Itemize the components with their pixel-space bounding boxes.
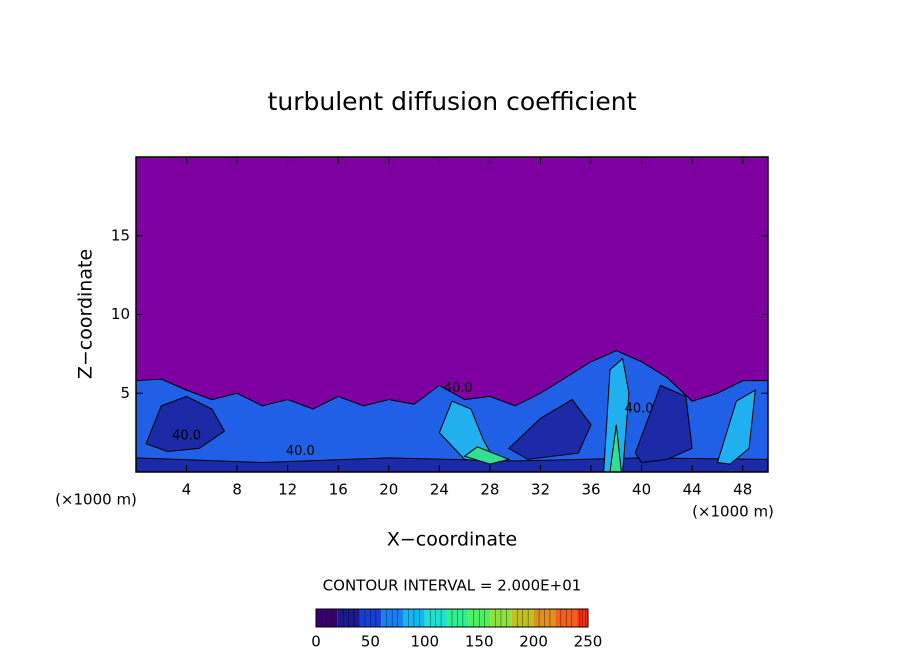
- colorbar-tick-label: 150: [465, 633, 494, 651]
- contour-region: [634, 384, 693, 464]
- x-tick-label: 16: [329, 481, 348, 499]
- contour-label: 40.0: [625, 402, 654, 417]
- colorbar-tick-label: 0: [311, 633, 321, 651]
- colorbar-tick-label: 200: [519, 633, 548, 651]
- chart-title: turbulent diffusion coefficient: [268, 87, 637, 116]
- y-tick-label: 5: [120, 384, 130, 402]
- contour-region: [603, 357, 630, 472]
- x-tick-label: 44: [683, 481, 702, 499]
- x-tick-label: 12: [278, 481, 297, 499]
- contour-label: 40.0: [172, 428, 201, 443]
- x-axis-label: X−coordinate: [387, 529, 517, 551]
- x-tick-label: 20: [379, 481, 398, 499]
- y-tick-label: 10: [111, 305, 130, 323]
- contour-region: [463, 446, 511, 465]
- contour-region: [716, 389, 756, 465]
- x-tick-label: 32: [531, 481, 550, 499]
- x-tick-label: 40: [632, 481, 651, 499]
- x-unit: (×1000 m): [55, 491, 137, 509]
- plot-area: 40.0 40.0 40.0 40.0: [136, 157, 768, 472]
- colorbar-tick-label: 100: [410, 633, 439, 651]
- y-axis-label: Z−coordinate: [75, 249, 97, 379]
- x-unit: (×1000 m): [692, 503, 774, 521]
- colorbar-tick-label: 250: [574, 633, 603, 651]
- x-tick-label: 48: [733, 481, 752, 499]
- x-tick-label: 8: [232, 481, 242, 499]
- contour-region: [145, 395, 226, 453]
- colorbar-frame: [315, 608, 589, 628]
- x-tick-label: 24: [430, 481, 449, 499]
- colorbar-tick-label: 50: [361, 633, 380, 651]
- x-tick-label: 28: [480, 481, 499, 499]
- contour-region: [508, 398, 592, 460]
- contour-interval: CONTOUR INTERVAL = 2.000E+01: [323, 577, 582, 595]
- contour-region: [609, 424, 622, 472]
- x-tick-label: 4: [182, 481, 192, 499]
- contour-region: [438, 400, 498, 464]
- y-tick-label: 15: [111, 226, 130, 244]
- x-tick-label: 36: [581, 481, 600, 499]
- contour-label: 40.0: [444, 381, 473, 396]
- contour-label: 40.0: [286, 444, 315, 459]
